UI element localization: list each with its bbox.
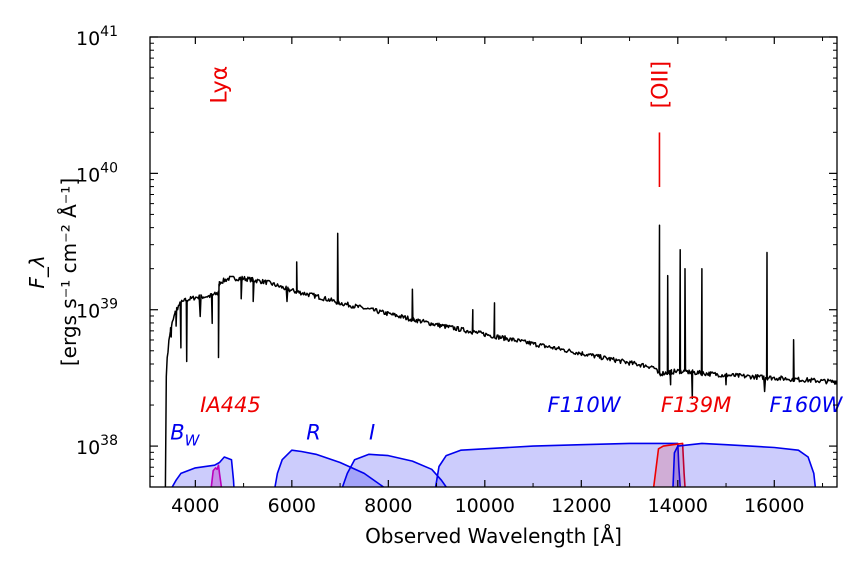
x-tick-label: 4000 [171, 495, 219, 517]
x-tick-label: 8000 [364, 495, 412, 517]
filter-fill-r [275, 450, 384, 487]
x-tick-label: 14000 [648, 495, 708, 517]
filter-label-f139m: F139M [661, 393, 731, 417]
y-axis-title: F_λ [ergs s⁻¹ cm⁻² Å⁻¹] [25, 178, 81, 366]
filter-curves [171, 442, 817, 488]
x-axis-title: Observed Wavelength [Å] [365, 524, 622, 548]
filter-label-i: I [369, 420, 375, 444]
filter-fill-f110w [435, 443, 681, 487]
y-tick-label: 1041 [76, 24, 118, 50]
filter-curve-bw [171, 456, 235, 488]
x-tick-label: 10000 [455, 495, 515, 517]
annotation-oii: [OII] [649, 61, 674, 108]
filter-curve-f139m [652, 442, 686, 488]
filter-label-f110w: F110W [548, 393, 622, 417]
filter-fill-f139m [653, 443, 685, 487]
y-tick-label: 1040 [76, 160, 118, 186]
filter-curve-f110w [434, 442, 681, 488]
y-axis-title-line1: F_λ [25, 255, 49, 288]
filter-curve-f160w [672, 442, 817, 488]
filter-fill-bw [172, 457, 234, 487]
filter-curve-i [341, 453, 447, 488]
x-tick-label: 16000 [744, 495, 804, 517]
spectrum-series [164, 224, 838, 488]
y-tick-label: 1039 [76, 297, 118, 323]
filter-curve-ia445 [210, 464, 223, 488]
x-tick-label: 12000 [551, 495, 611, 517]
filter-label-bw: BW [170, 420, 200, 449]
plot-frame [149, 36, 838, 488]
y-axis-title-line2: [ergs s⁻¹ cm⁻² Å⁻¹] [57, 178, 81, 366]
annotation-lya: Lyα [208, 66, 233, 104]
spectrum-line [164, 224, 838, 488]
filter-label-f160w: F160W [769, 393, 843, 417]
axis-ticks: 4000 6000 8000 10000 12000 14000 16000 1038 1039… [76, 24, 837, 517]
filter-label-ia445: IA445 [200, 393, 261, 417]
filter-label-r: R [306, 420, 321, 444]
filter-curve-r [274, 449, 384, 488]
y-tick-label: 1038 [76, 433, 118, 459]
filter-fill-f160w [673, 443, 816, 487]
x-tick-label: 6000 [268, 495, 316, 517]
filter-fill-i [342, 454, 447, 487]
